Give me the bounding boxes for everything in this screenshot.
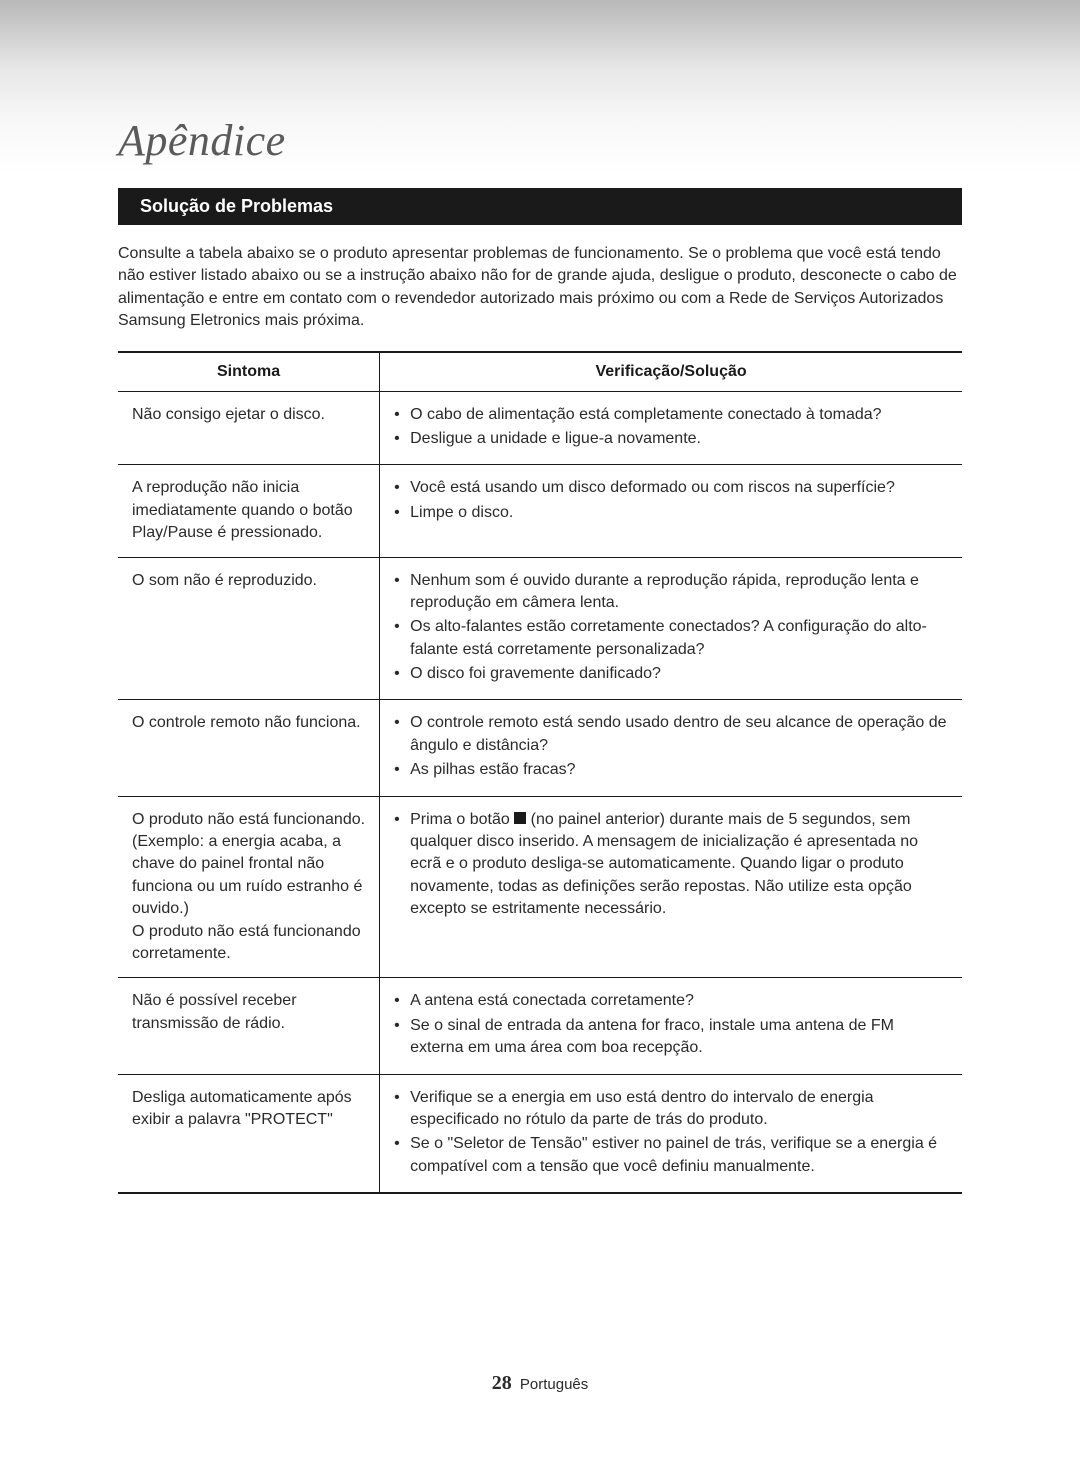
table-row: Não consigo ejetar o disco. O cabo de ali… bbox=[118, 391, 962, 465]
table-row: A reprodução não inicia imediatamente qu… bbox=[118, 465, 962, 557]
symptom-cell: A reprodução não inicia imediatamente qu… bbox=[118, 465, 380, 557]
table-row: O produto não está funcionando. (Exemplo… bbox=[118, 796, 962, 978]
page-number: 28 bbox=[492, 1372, 512, 1394]
page-content: Apêndice Solução de Problemas Consulte a… bbox=[0, 0, 1080, 1194]
solution-cell: Verifique se a energia em uso está dentr… bbox=[380, 1074, 962, 1193]
symptom-cell: Não consigo ejetar o disco. bbox=[118, 391, 380, 465]
solution-cell: O cabo de alimentação está completamente… bbox=[380, 391, 962, 465]
solution-cell: O controle remoto está sendo usado dentr… bbox=[380, 700, 962, 796]
solution-item: O disco foi gravemente danificado? bbox=[394, 663, 948, 685]
troubleshooting-table: Sintoma Verificação/Solução Não consigo … bbox=[118, 351, 962, 1195]
solution-item: Nenhum som é ouvido durante a reprodução… bbox=[394, 570, 948, 615]
solution-cell: Você está usando um disco deformado ou c… bbox=[380, 465, 962, 557]
solution-item: Se o "Seletor de Tensão" estiver no pain… bbox=[394, 1133, 948, 1178]
solution-item: As pilhas estão fracas? bbox=[394, 759, 948, 781]
symptom-cell: Desliga automaticamente após exibir a pa… bbox=[118, 1074, 380, 1193]
section-header: Solução de Problemas bbox=[118, 188, 962, 225]
solution-item: Limpe o disco. bbox=[394, 502, 948, 524]
table-body: Não consigo ejetar o disco. O cabo de ali… bbox=[118, 391, 962, 1193]
page-footer: 28 Português bbox=[0, 1372, 1080, 1395]
solution-item: Prima o botão (no painel anterior) duran… bbox=[394, 809, 948, 921]
solution-item: Os alto-falantes estão corretamente cone… bbox=[394, 616, 948, 661]
intro-paragraph: Consulte a tabela abaixo se o produto ap… bbox=[118, 243, 962, 333]
solution-item: O cabo de alimentação está completamente… bbox=[394, 404, 948, 426]
solution-cell: Nenhum som é ouvido durante a reprodução… bbox=[380, 557, 962, 700]
symptom-cell: O som não é reproduzido. bbox=[118, 557, 380, 700]
symptom-cell: O produto não está funcionando. (Exemplo… bbox=[118, 796, 380, 978]
header-solution: Verificação/Solução bbox=[380, 352, 962, 392]
solution-item: Se o sinal de entrada da antena for frac… bbox=[394, 1015, 948, 1060]
solution-item: Você está usando um disco deformado ou c… bbox=[394, 477, 948, 499]
table-header-row: Sintoma Verificação/Solução bbox=[118, 352, 962, 392]
chapter-title: Apêndice bbox=[118, 115, 962, 166]
table-row: O controle remoto não funciona. O control… bbox=[118, 700, 962, 796]
table-row: Não é possível receber transmissão de rá… bbox=[118, 978, 962, 1074]
solution-cell: Prima o botão (no painel anterior) duran… bbox=[380, 796, 962, 978]
language-label: Português bbox=[520, 1376, 588, 1393]
solution-cell: A antena está conectada corretamente? Se … bbox=[380, 978, 962, 1074]
symptom-cell: O controle remoto não funciona. bbox=[118, 700, 380, 796]
solution-text-prefix: Prima o botão bbox=[410, 811, 514, 828]
solution-item: Verifique se a energia em uso está dentr… bbox=[394, 1087, 948, 1132]
solution-item: A antena está conectada corretamente? bbox=[394, 990, 948, 1012]
header-symptom: Sintoma bbox=[118, 352, 380, 392]
table-row: Desliga automaticamente após exibir a pa… bbox=[118, 1074, 962, 1193]
table-row: O som não é reproduzido. Nenhum som é ouv… bbox=[118, 557, 962, 700]
stop-icon bbox=[514, 812, 526, 824]
symptom-cell: Não é possível receber transmissão de rá… bbox=[118, 978, 380, 1074]
solution-item: Desligue a unidade e ligue-a novamente. bbox=[394, 428, 948, 450]
solution-item: O controle remoto está sendo usado dentr… bbox=[394, 712, 948, 757]
